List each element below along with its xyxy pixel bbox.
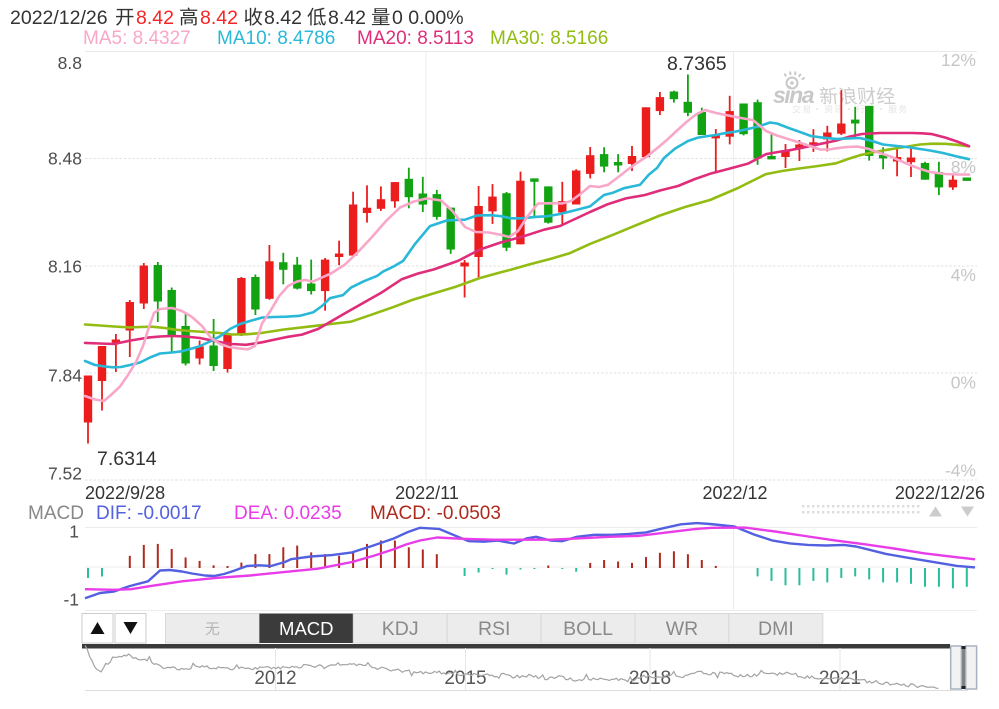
svg-text:-1: -1: [63, 590, 79, 610]
svg-text:MA5: 8.4327: MA5: 8.4327: [83, 28, 191, 49]
svg-text:sina: sina: [773, 82, 815, 108]
svg-text:8.42: 8.42: [136, 7, 174, 29]
svg-text:7.84: 7.84: [48, 366, 82, 386]
svg-text:8.42: 8.42: [328, 7, 366, 29]
svg-text:DIF: -0.0017: DIF: -0.0017: [96, 503, 202, 524]
svg-text:8%: 8%: [951, 157, 976, 177]
svg-text:MACD: MACD: [279, 618, 333, 639]
svg-text:4%: 4%: [951, 265, 976, 285]
svg-text:0%: 0%: [951, 373, 976, 393]
svg-text:2018: 2018: [629, 668, 671, 689]
svg-text:MA10: 8.4786: MA10: 8.4786: [217, 28, 335, 49]
svg-text:MACD: MACD: [28, 503, 84, 524]
svg-text:8.8: 8.8: [58, 53, 82, 73]
svg-text:8.42: 8.42: [264, 7, 302, 29]
svg-text:0 0.00%: 0 0.00%: [392, 7, 464, 29]
svg-text:7.52: 7.52: [48, 464, 82, 484]
svg-text:2022/12: 2022/12: [702, 483, 767, 503]
svg-text:KDJ: KDJ: [382, 618, 419, 640]
svg-text:12%: 12%: [941, 50, 976, 70]
svg-text:2022/12/26: 2022/12/26: [895, 483, 985, 503]
svg-text:MACD: -0.0503: MACD: -0.0503: [370, 503, 501, 524]
svg-text:RSI: RSI: [478, 618, 511, 640]
svg-text:8.16: 8.16: [48, 257, 82, 277]
svg-text:2015: 2015: [444, 668, 486, 689]
svg-text:2022/11: 2022/11: [395, 483, 459, 503]
svg-text:BOLL: BOLL: [563, 618, 613, 640]
svg-text:2022/9/28: 2022/9/28: [85, 483, 165, 503]
svg-text:2022/12/26: 2022/12/26: [10, 7, 108, 29]
svg-text:8.42: 8.42: [200, 7, 238, 29]
svg-text:DMI: DMI: [758, 618, 794, 640]
svg-text:DEA: 0.0235: DEA: 0.0235: [234, 503, 342, 524]
svg-text:-4%: -4%: [945, 461, 976, 481]
svg-text:WR: WR: [666, 618, 699, 640]
svg-text:MA30: 8.5166: MA30: 8.5166: [490, 28, 608, 49]
svg-text:MA20: 8.5113: MA20: 8.5113: [357, 28, 474, 49]
svg-text:8.48: 8.48: [48, 149, 82, 169]
svg-text:1: 1: [69, 522, 79, 542]
svg-text:8.7365: 8.7365: [667, 53, 727, 75]
svg-text:7.6314: 7.6314: [97, 448, 157, 470]
svg-text:2012: 2012: [254, 668, 296, 689]
